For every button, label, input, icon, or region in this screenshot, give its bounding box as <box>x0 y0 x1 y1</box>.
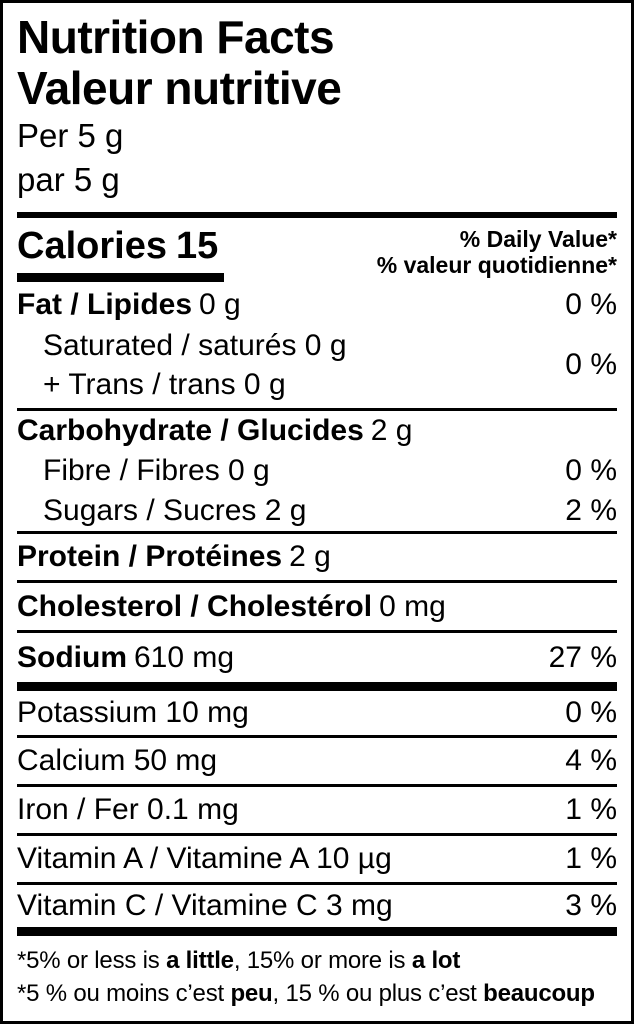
footnote-french: *5 % ou moins c’est peu, 15 % ou plus c’… <box>17 977 617 1010</box>
protein-amount: 2 g <box>289 540 331 573</box>
footnote-en-a-lot: a lot <box>411 947 461 974</box>
footnote-fr-peu: peu <box>230 980 273 1007</box>
serving-size-english: Per 5 g <box>17 117 124 154</box>
saturated-label: Saturated / saturés 0 g <box>43 329 347 362</box>
fibre-label: Fibre / Fibres 0 g <box>43 454 270 487</box>
fat-daily-value: 0 % <box>565 288 617 321</box>
row-saturated-trans: Saturated / saturés 0 g + Trans / trans … <box>17 326 617 411</box>
daily-value-header-english: % Daily Value* <box>459 226 617 252</box>
vitamin-a-daily-value: 1 % <box>565 842 617 875</box>
daily-value-header-french: % valeur quotidienne* <box>376 252 617 278</box>
row-fat: Fat / Lipides 0 g 0 % <box>17 282 617 326</box>
row-carbohydrate: Carbohydrate / Glucides 2 g <box>17 411 617 451</box>
row-sugars: Sugars / Sucres 2 g 2 % <box>17 491 617 534</box>
vitamin-a-label: Vitamin A / Vitamine A 10 µg <box>17 842 392 875</box>
footnote-en-prefix: *5% or less is <box>17 947 167 974</box>
sugars-daily-value: 2 % <box>565 494 617 527</box>
footnote-fr-mid: , 15 % ou plus c’est <box>272 980 484 1007</box>
calories-value: 15 <box>175 225 219 267</box>
cholesterol-label-group: Cholesterol / Cholestérol 0 mg <box>17 583 446 630</box>
trans-label: + Trans / trans 0 g <box>43 368 286 401</box>
calories-line: Calories 15 <box>17 224 225 282</box>
row-iron: Iron / Fer 0.1 mg 1 % <box>17 787 617 836</box>
calories-label: Calories <box>17 225 167 267</box>
row-calcium: Calcium 50 mg 4 % <box>17 738 617 787</box>
row-sodium: Sodium 610 mg 27 % <box>17 633 617 691</box>
row-potassium: Potassium 10 mg 0 % <box>17 691 617 738</box>
vitamin-c-daily-value: 3 % <box>565 889 617 922</box>
footnote: *5% or less is a little, 15% or more is … <box>17 936 617 1010</box>
sodium-amount: 610 mg <box>134 641 235 674</box>
footnote-en-mid: , 15% or more is <box>233 947 412 974</box>
iron-daily-value: 1 % <box>565 793 617 826</box>
cholesterol-amount: 0 mg <box>379 590 446 623</box>
protein-label: Protein / Protéines <box>17 540 283 573</box>
calcium-label: Calcium 50 mg <box>17 744 218 777</box>
potassium-daily-value: 0 % <box>565 696 617 729</box>
iron-label: Iron / Fer 0.1 mg <box>17 793 239 826</box>
row-vitamin-c: Vitamin C / Vitamine C 3 mg 3 % <box>17 885 617 936</box>
fibre-daily-value: 0 % <box>565 454 617 487</box>
fat-label-group: Fat / Lipides 0 g <box>17 284 241 326</box>
footnote-en-a-little: a little <box>166 947 234 974</box>
label-header: Nutrition Facts Valeur nutritive Per 5 g… <box>17 3 617 218</box>
row-vitamin-a: Vitamin A / Vitamine A 10 µg 1 % <box>17 836 617 885</box>
footnote-fr-prefix: *5 % ou moins c’est <box>17 980 231 1007</box>
fat-label: Fat / Lipides <box>17 288 193 321</box>
carbohydrate-label: Carbohydrate / Glucides <box>17 414 364 447</box>
saturated-trans-lines: Saturated / saturés 0 g + Trans / trans … <box>17 326 347 404</box>
footnote-fr-beaucoup: beaucoup <box>483 980 595 1007</box>
row-cholesterol: Cholesterol / Cholestérol 0 mg <box>17 583 617 633</box>
row-fibre: Fibre / Fibres 0 g 0 % <box>17 451 617 491</box>
sugars-label: Sugars / Sucres 2 g <box>43 494 307 527</box>
saturated-trans-daily-value: 0 % <box>565 348 617 381</box>
serving-size-french: par 5 g <box>17 161 120 198</box>
daily-value-header: % Daily Value* % valeur quotidienne* <box>377 224 617 278</box>
potassium-label: Potassium 10 mg <box>17 696 249 729</box>
vitamin-c-label: Vitamin C / Vitamine C 3 mg <box>17 889 393 922</box>
sodium-label: Sodium <box>17 641 127 674</box>
cholesterol-label: Cholesterol / Cholestérol <box>17 590 373 623</box>
fat-amount: 0 g <box>199 288 241 321</box>
carbohydrate-label-group: Carbohydrate / Glucides 2 g <box>17 411 412 451</box>
carbohydrate-amount: 2 g <box>370 414 413 447</box>
title-french: Valeur nutritive <box>17 62 342 114</box>
footnote-english: *5% or less is a little, 15% or more is … <box>17 944 617 977</box>
sodium-label-group: Sodium 610 mg <box>17 633 234 682</box>
row-protein: Protein / Protéines 2 g <box>17 534 617 583</box>
sodium-daily-value: 27 % <box>548 641 617 674</box>
calcium-daily-value: 4 % <box>565 744 617 777</box>
calories-section: Calories 15 % Daily Value* % valeur quoti… <box>17 218 617 282</box>
title-english: Nutrition Facts <box>17 11 335 63</box>
protein-label-group: Protein / Protéines 2 g <box>17 534 331 580</box>
